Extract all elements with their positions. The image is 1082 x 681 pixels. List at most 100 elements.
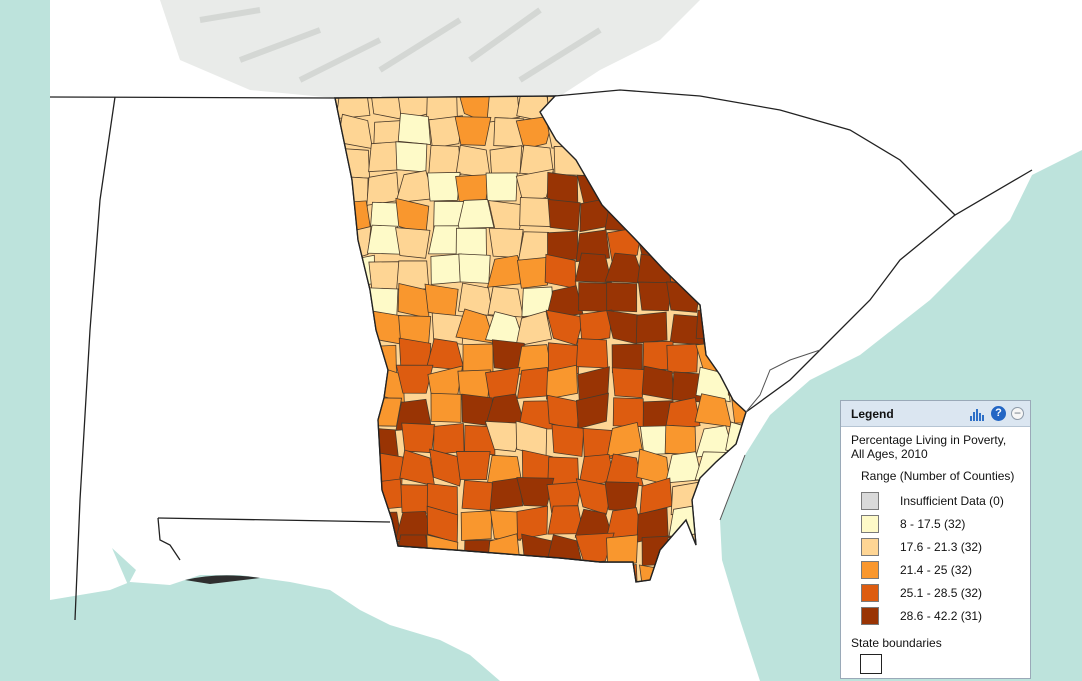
county[interactable]	[430, 392, 462, 423]
county[interactable]	[395, 227, 431, 259]
county[interactable]	[636, 507, 669, 543]
county[interactable]	[637, 281, 673, 312]
legend-class-item: 25.1 - 28.5 (32)	[861, 581, 1020, 604]
county[interactable]	[454, 116, 492, 146]
legend-range-header: Range (Number of Counties)	[861, 469, 1015, 483]
county[interactable]	[516, 505, 549, 540]
county[interactable]	[551, 424, 585, 457]
state-boundaries-label: State boundaries	[851, 636, 942, 650]
county[interactable]	[457, 282, 494, 317]
county[interactable]	[489, 477, 524, 511]
county[interactable]	[488, 227, 524, 259]
legend-panel: Legend ? − Percentage Living in Poverty,…	[840, 400, 1031, 679]
county[interactable]	[574, 532, 615, 564]
legend-class-swatch	[861, 606, 879, 625]
terrain-ridges	[199, 7, 602, 83]
legend-class-label: 17.6 - 21.3 (32)	[900, 539, 983, 554]
county[interactable]	[515, 168, 555, 205]
legend-class-item: 17.6 - 21.3 (32)	[861, 535, 1020, 558]
county[interactable]	[515, 310, 553, 347]
county[interactable]	[484, 420, 525, 452]
county[interactable]	[462, 343, 494, 374]
legend-class-item: 28.6 - 42.2 (31)	[861, 604, 1020, 627]
county[interactable]	[579, 309, 613, 343]
county[interactable]	[546, 364, 578, 400]
county[interactable]	[664, 397, 701, 432]
county[interactable]	[486, 89, 520, 124]
county[interactable]	[606, 534, 639, 567]
county[interactable]	[516, 256, 552, 289]
county[interactable]	[547, 342, 579, 375]
help-icon[interactable]: ?	[991, 406, 1006, 421]
county[interactable]	[611, 367, 646, 399]
legend-class-label: 21.4 - 25 (32)	[900, 562, 973, 577]
county[interactable]	[515, 115, 555, 150]
county[interactable]	[547, 198, 581, 232]
county[interactable]	[401, 422, 436, 454]
mobile-bay	[112, 548, 136, 585]
sc-coastline	[719, 349, 821, 521]
county[interactable]	[612, 397, 645, 428]
county[interactable]	[544, 253, 577, 289]
county[interactable]	[458, 253, 491, 284]
county[interactable]	[664, 424, 697, 456]
county[interactable]	[424, 283, 459, 318]
legend-layer-title: Percentage Living in Poverty, All Ages, …	[851, 433, 1007, 461]
minimize-icon[interactable]: −	[1011, 407, 1024, 420]
county[interactable]	[428, 144, 462, 175]
county[interactable]	[604, 481, 640, 512]
county[interactable]	[433, 423, 465, 455]
county[interactable]	[464, 424, 496, 456]
county[interactable]	[519, 197, 551, 227]
county[interactable]	[428, 115, 463, 149]
county[interactable]	[641, 365, 675, 401]
legend-class-item: 8 - 17.5 (32)	[861, 512, 1020, 535]
terrain-appalachians	[160, 0, 700, 98]
county[interactable]	[635, 311, 668, 344]
county[interactable]	[455, 451, 491, 481]
county[interactable]	[575, 392, 609, 430]
county[interactable]	[489, 145, 523, 179]
county[interactable]	[485, 172, 518, 202]
legend-title: Legend	[851, 406, 894, 421]
county[interactable]	[461, 479, 495, 512]
legend-class-item: 21.4 - 25 (32)	[861, 558, 1020, 581]
county[interactable]	[456, 199, 495, 229]
county[interactable]	[606, 282, 638, 313]
legend-class-swatch	[861, 560, 879, 579]
legend-class-swatch	[861, 583, 879, 602]
bar-chart-icon[interactable]	[970, 407, 986, 421]
county[interactable]	[397, 112, 431, 146]
legend-class-swatch	[861, 537, 879, 556]
county[interactable]	[460, 510, 492, 541]
county[interactable]	[575, 338, 609, 369]
county[interactable]	[395, 364, 434, 394]
county[interactable]	[487, 286, 524, 318]
county[interactable]	[430, 253, 462, 285]
county[interactable]	[427, 171, 461, 202]
county[interactable]	[455, 144, 491, 179]
pensacola-bay	[185, 575, 260, 584]
county[interactable]	[366, 171, 400, 206]
county[interactable]	[578, 282, 610, 312]
legend-header: Legend ? −	[841, 401, 1030, 427]
county[interactable]	[485, 311, 526, 346]
legend-class-label: 28.6 - 42.2 (31)	[900, 608, 983, 623]
legend-class-swatch	[861, 491, 879, 510]
legend-class-item: Insufficient Data (0)	[861, 489, 1020, 512]
legend-class-label: 25.1 - 28.5 (32)	[900, 585, 983, 600]
county[interactable]	[666, 343, 699, 374]
legend-class-label: 8 - 17.5 (32)	[900, 516, 966, 531]
gulf-of-mexico	[50, 575, 500, 681]
county[interactable]	[455, 227, 487, 257]
legend-class-label: Insufficient Data (0)	[900, 493, 1004, 508]
georgia-outline	[334, 95, 747, 583]
county[interactable]	[575, 478, 614, 515]
county[interactable]	[489, 510, 525, 541]
legend-class-swatch	[861, 514, 879, 533]
state-boundaries-swatch	[860, 654, 882, 674]
county[interactable]	[395, 141, 428, 173]
legend-class-list: Insufficient Data (0) 8 - 17.5 (32) 17.6 -…	[851, 489, 1020, 627]
county[interactable]	[429, 448, 464, 487]
